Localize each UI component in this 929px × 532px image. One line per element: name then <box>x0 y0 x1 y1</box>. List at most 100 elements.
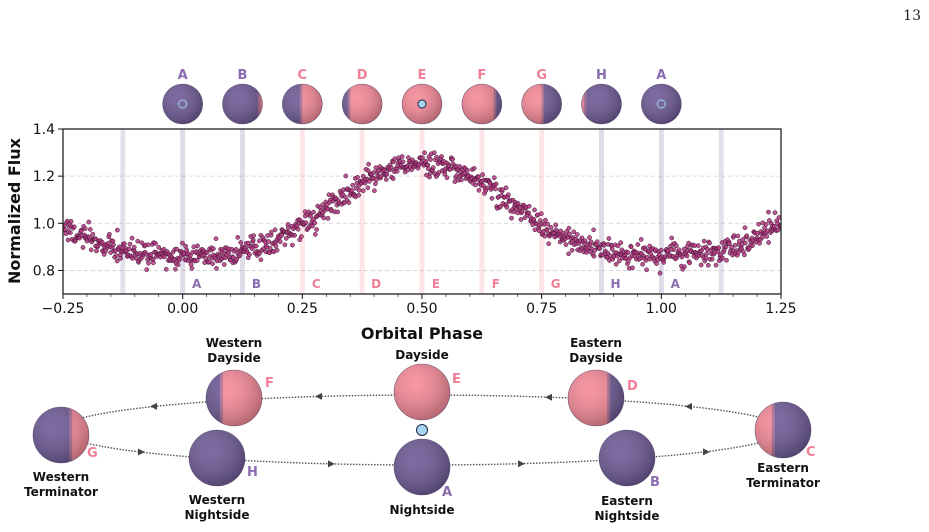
y-axis-label: Normalized Flux <box>5 137 24 284</box>
orbit-position-name: Western Dayside <box>206 336 262 365</box>
data-point <box>724 257 729 263</box>
orbit-position-label: D <box>627 379 638 394</box>
data-point <box>743 240 748 246</box>
orbit-position-name: Dayside <box>395 348 449 362</box>
data-point <box>189 266 195 271</box>
data-point <box>350 182 355 188</box>
data-point <box>146 260 151 266</box>
data-point <box>465 167 470 173</box>
data-point <box>188 262 194 267</box>
data-point <box>756 221 761 227</box>
data-point <box>204 249 210 255</box>
data-point <box>615 243 621 249</box>
data-point <box>674 243 679 249</box>
phase-icon-planet <box>581 83 622 125</box>
data-point <box>90 231 96 237</box>
data-point <box>346 200 352 205</box>
orbit-direction-arrow <box>703 448 710 456</box>
data-point <box>388 165 394 170</box>
data-point <box>763 221 769 227</box>
data-point <box>735 233 741 239</box>
data-point <box>740 237 745 243</box>
data-point <box>519 209 525 214</box>
data-point <box>431 150 437 156</box>
data-point <box>135 238 141 244</box>
data-point <box>476 187 482 193</box>
data-point <box>235 235 241 240</box>
data-point <box>107 231 112 237</box>
phase-marker-band <box>419 129 425 294</box>
data-point <box>661 260 667 265</box>
data-point <box>591 253 597 259</box>
data-point <box>657 270 663 276</box>
data-point <box>173 266 178 272</box>
data-point <box>303 220 309 226</box>
data-point <box>213 236 219 242</box>
x-tick-label: 1.00 <box>646 301 677 317</box>
data-point <box>410 157 415 163</box>
orbit-planet-a <box>393 438 451 496</box>
data-point <box>601 242 607 248</box>
data-point <box>727 241 732 246</box>
orbit-planet-f <box>205 369 263 427</box>
data-point <box>175 262 181 268</box>
orbit-position-label: F <box>265 376 274 391</box>
phase-marker-label: G <box>551 277 561 291</box>
data-point <box>356 192 362 198</box>
data-point <box>174 246 180 252</box>
y-tick-label: 0.8 <box>33 263 55 279</box>
data-point <box>71 224 77 230</box>
data-point <box>500 187 505 192</box>
data-point <box>707 240 712 246</box>
data-point <box>701 238 707 244</box>
data-point <box>360 173 366 179</box>
data-point <box>731 233 737 238</box>
data-point <box>211 246 216 252</box>
orbit-direction-arrow <box>545 393 552 401</box>
data-point <box>676 247 682 253</box>
data-point <box>504 204 510 210</box>
data-point <box>130 256 135 261</box>
data-point <box>86 219 92 225</box>
phase-marker-label: B <box>252 277 261 291</box>
data-point <box>717 252 723 258</box>
data-point <box>684 253 690 259</box>
data-point <box>131 244 137 250</box>
data-point <box>430 165 436 170</box>
orbit-planet-e <box>393 363 451 421</box>
data-point <box>384 171 390 177</box>
orbit-planet-h <box>188 429 246 487</box>
phase-marker-label: D <box>371 277 381 291</box>
data-point <box>671 247 677 253</box>
data-point <box>628 244 634 250</box>
data-point <box>221 262 227 267</box>
data-point <box>532 207 537 213</box>
data-point <box>106 240 111 246</box>
phase-icon-label: D <box>357 68 368 83</box>
occulted-star-icon <box>178 99 188 109</box>
data-point <box>526 203 532 209</box>
data-point <box>294 223 300 228</box>
data-point <box>177 256 183 262</box>
data-point <box>476 174 481 180</box>
data-point <box>546 241 552 247</box>
y-tick-label: 1.0 <box>33 216 55 232</box>
data-point <box>195 243 200 249</box>
data-point <box>400 159 406 165</box>
data-point <box>238 240 244 245</box>
data-point <box>335 209 341 215</box>
data-point <box>127 241 133 247</box>
data-point <box>210 261 215 267</box>
phase-marker-label: E <box>432 277 440 291</box>
data-point <box>757 241 762 246</box>
data-point <box>226 250 232 256</box>
data-point <box>698 262 704 268</box>
orbit-position-label: G <box>87 446 98 461</box>
data-point <box>394 168 400 174</box>
orbit-direction-arrow <box>328 460 335 468</box>
data-point <box>311 209 316 215</box>
data-point <box>594 239 600 245</box>
data-point <box>139 240 145 246</box>
data-point <box>237 252 243 258</box>
